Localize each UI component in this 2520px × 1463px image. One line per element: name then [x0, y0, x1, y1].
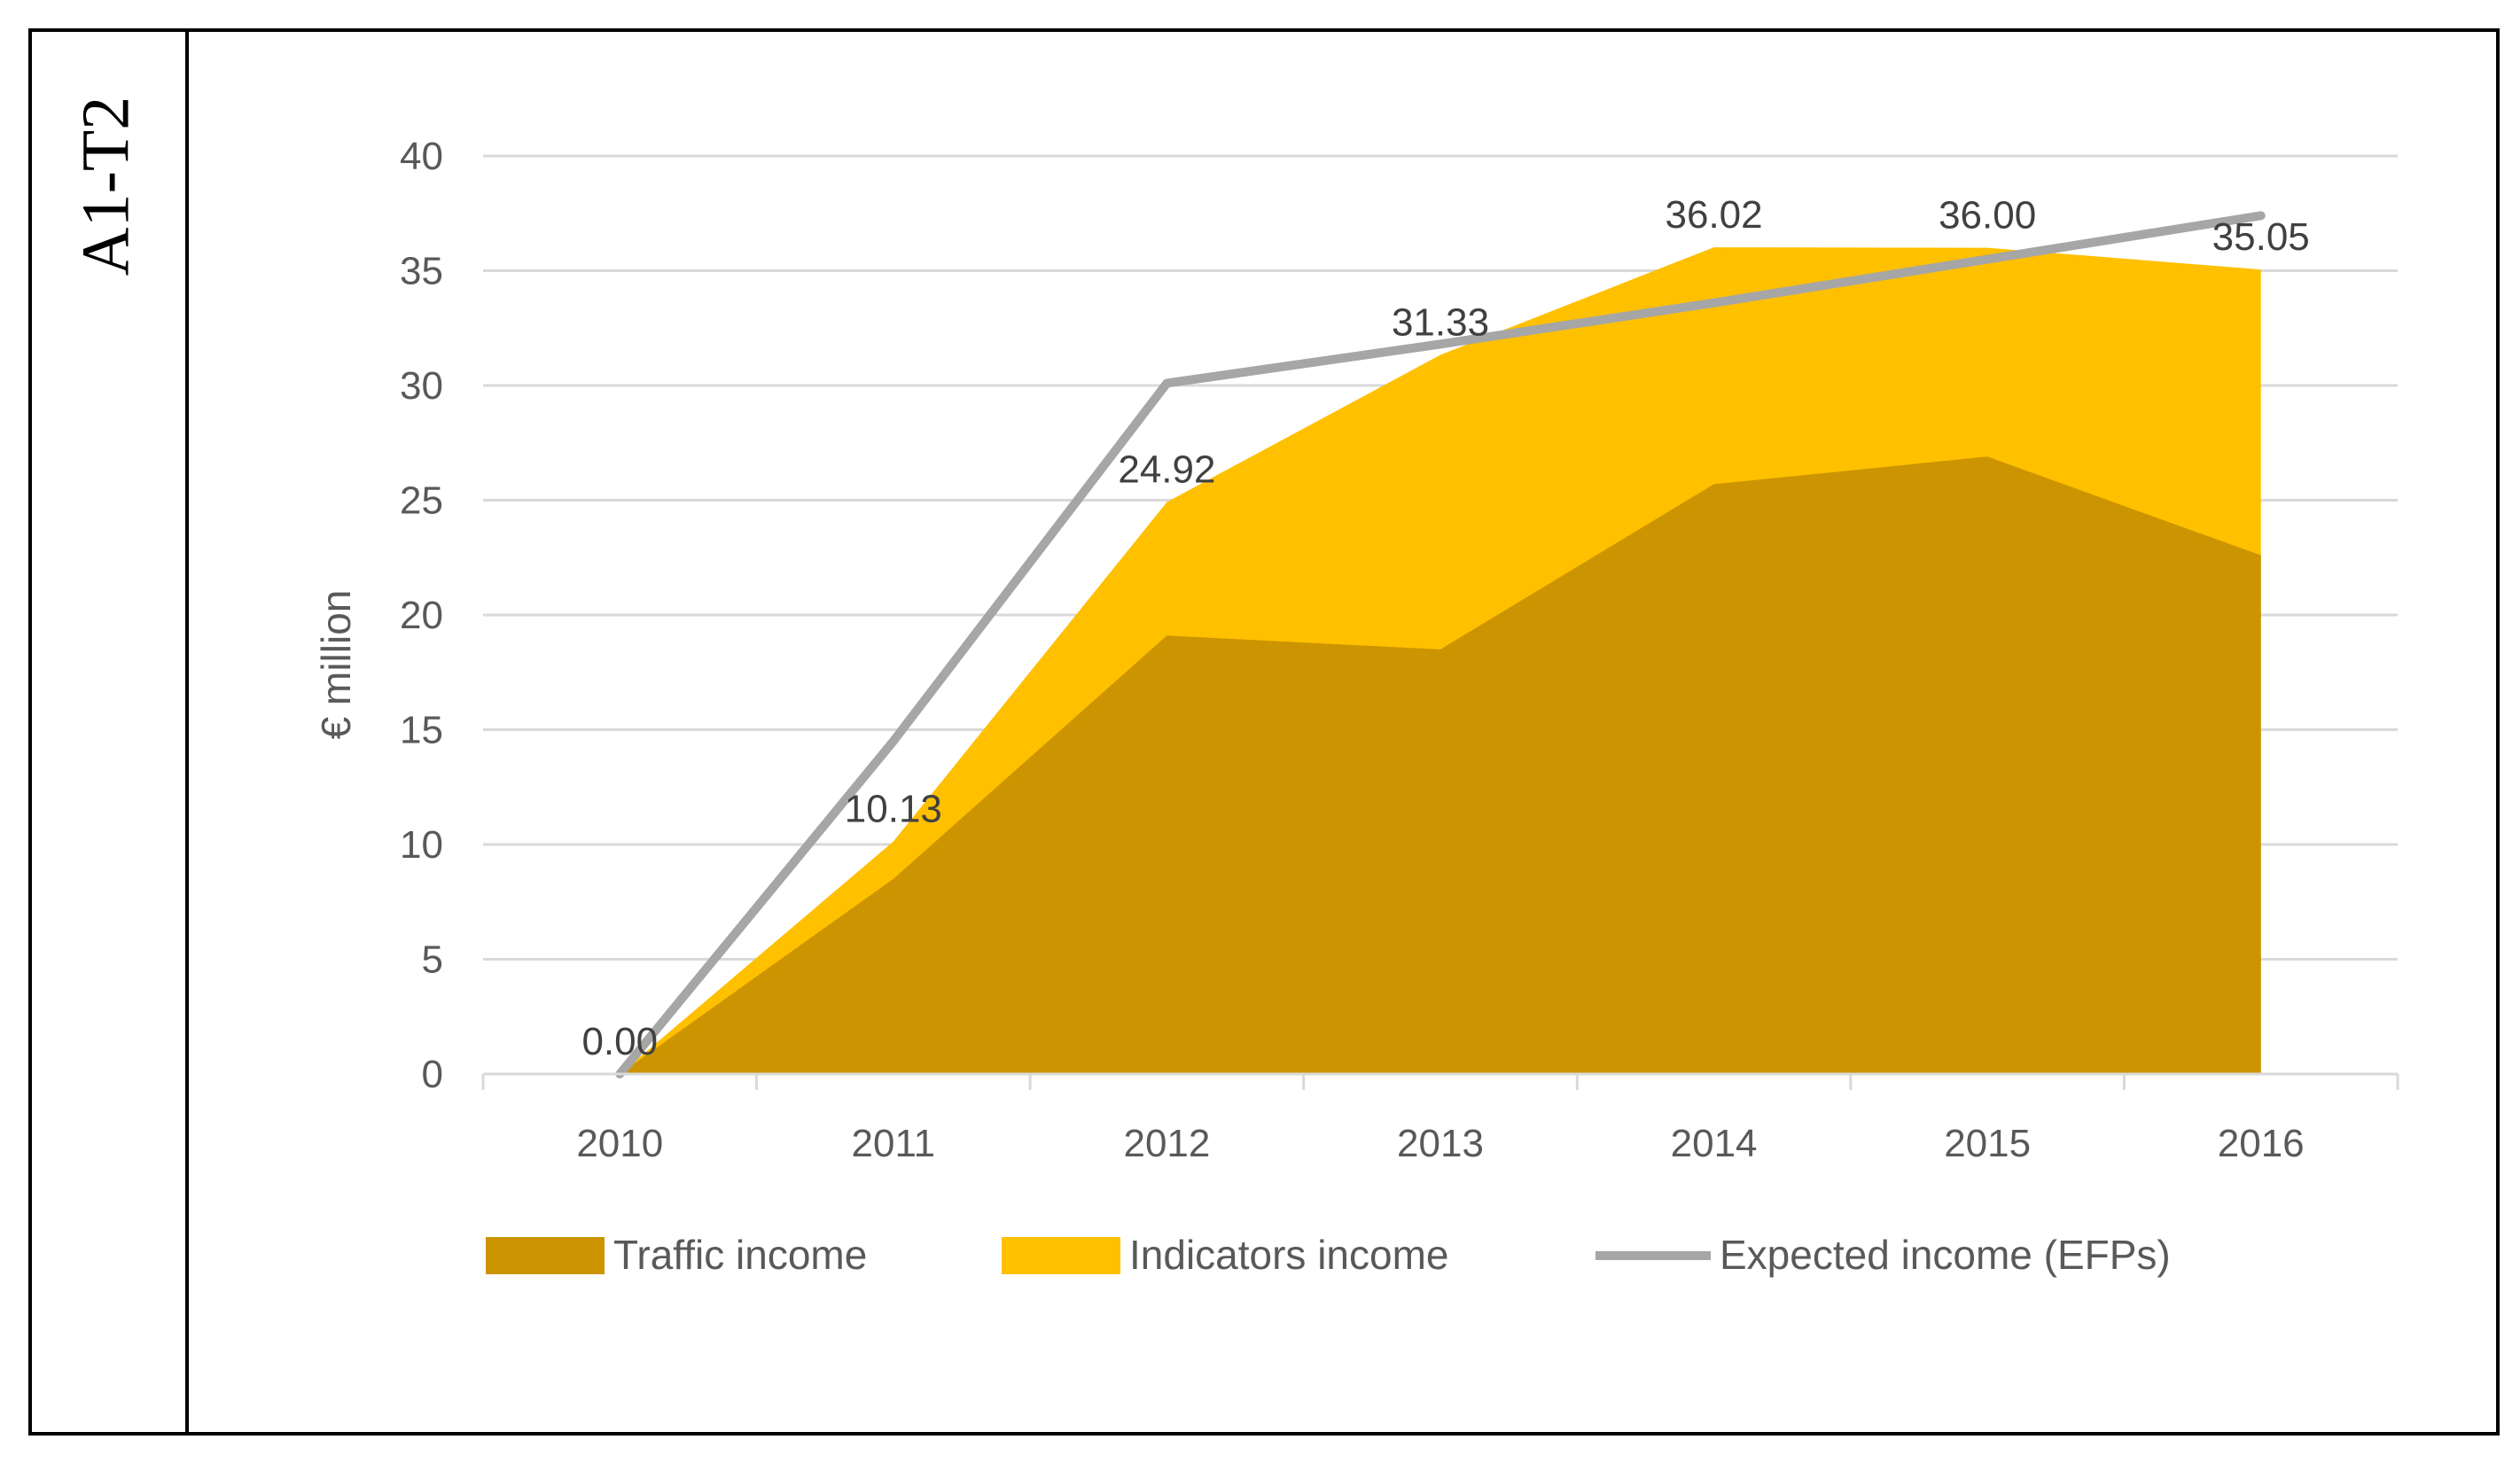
x-tick-label: 2012	[1123, 1122, 1210, 1165]
frame-divider	[185, 28, 189, 1436]
figure-frame	[28, 28, 2500, 1436]
data-label: 35.05	[2212, 215, 2310, 259]
data-labels: 0.00 10.13 24.92 31.33 36.02 36.00 35.05	[581, 193, 2309, 1063]
data-label: 36.02	[1666, 193, 1763, 237]
y-tick-label: 0	[422, 1053, 443, 1096]
x-tick-label: 2014	[1671, 1122, 1758, 1165]
x-tick-label: 2011	[852, 1122, 936, 1165]
y-tick-label: 35	[400, 250, 443, 293]
legend-swatch-indicators	[1002, 1237, 1120, 1274]
y-axis: 0 5 10 15 20 25 30 35 40	[400, 135, 443, 1096]
y-tick-label: 5	[422, 938, 443, 982]
data-label: 31.33	[1392, 301, 1489, 345]
traffic-income-area	[620, 456, 2261, 1074]
y-tick-label: 25	[400, 479, 443, 523]
data-label: 36.00	[1939, 194, 2036, 237]
x-axis: 2010 2011 2012 2013 2014 2015 2016	[481, 1072, 2399, 1165]
y-tick-label: 10	[400, 823, 443, 867]
x-tick-label: 2013	[1397, 1122, 1484, 1165]
x-tick-label: 2015	[1944, 1122, 2031, 1165]
y-tick-label: 15	[400, 709, 443, 752]
legend-label-traffic: Traffic income	[613, 1232, 867, 1278]
area-series	[620, 247, 2261, 1074]
legend: Traffic income Indicators income Expecte…	[486, 1232, 2171, 1278]
legend-label-indicators: Indicators income	[1129, 1232, 1449, 1278]
legend-swatch-traffic	[486, 1237, 605, 1274]
legend-label-expected: Expected income (EFPs)	[1720, 1232, 2171, 1278]
data-label: 10.13	[845, 788, 942, 831]
expected-income-line	[615, 211, 2266, 1078]
x-tick-label: 2010	[576, 1122, 663, 1165]
x-tick-label: 2016	[2218, 1122, 2305, 1165]
data-label: 24.92	[1118, 448, 1215, 492]
y-tick-label: 20	[400, 594, 443, 637]
y-tick-label: 30	[400, 364, 443, 408]
y-tick-label: 40	[400, 135, 443, 178]
y-axis-title: € million	[313, 590, 359, 740]
data-label: 0.00	[581, 1020, 658, 1063]
